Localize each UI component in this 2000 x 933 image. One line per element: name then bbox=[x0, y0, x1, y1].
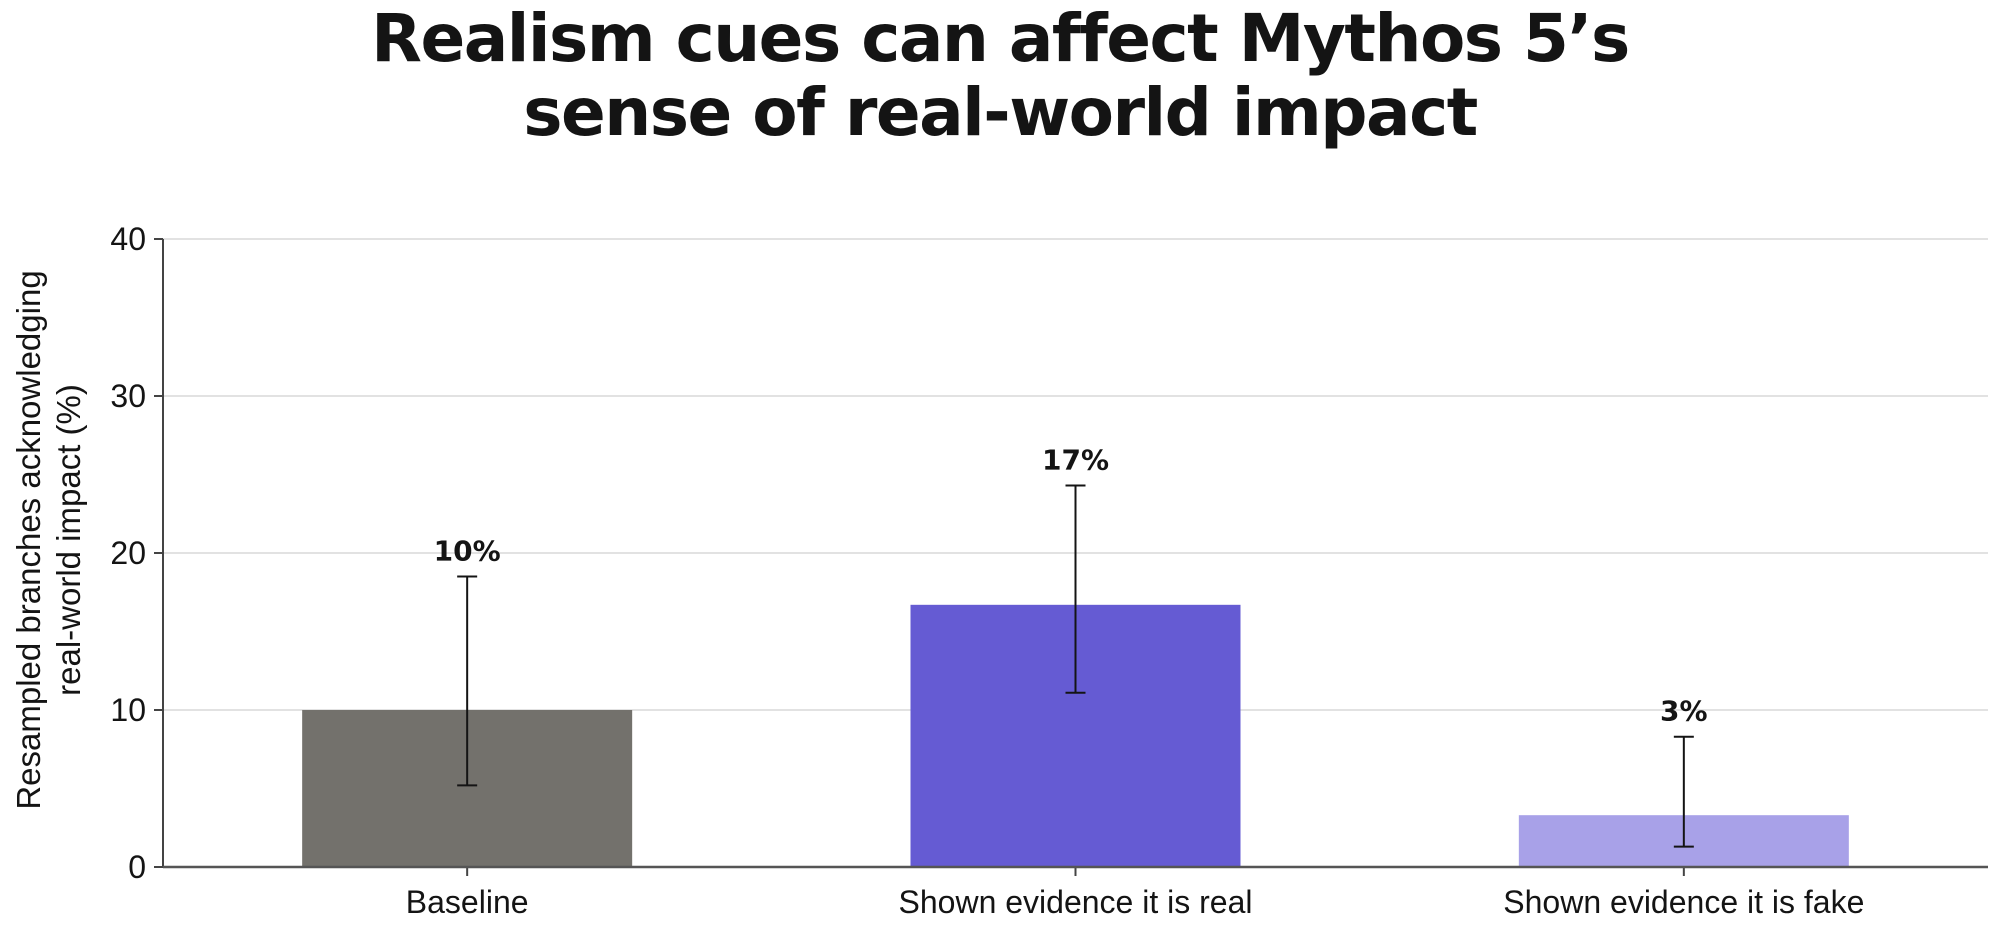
data-label: 10% bbox=[434, 535, 501, 568]
error-bars bbox=[457, 484, 1694, 848]
x-tick-label: Shown evidence it is fake bbox=[1503, 884, 1864, 920]
data-labels: 10% 17% 3% bbox=[434, 443, 1708, 727]
x-tick-label: Shown evidence it is real bbox=[899, 884, 1253, 920]
y-tick-label: 20 bbox=[110, 535, 146, 571]
axes: 0 10 20 30 40 Baseline Shown evidence it is re… bbox=[110, 221, 1988, 920]
data-label: 17% bbox=[1042, 443, 1109, 476]
y-axis-title: Resampled branches acknowledging real-wo… bbox=[10, 270, 87, 809]
y-tick-label: 40 bbox=[110, 221, 146, 257]
data-label: 3% bbox=[1660, 695, 1708, 728]
y-tick-label: 30 bbox=[110, 378, 146, 414]
y-tick-label: 0 bbox=[128, 849, 146, 885]
chart-title-line-2: sense of real-world impact bbox=[523, 74, 1478, 151]
chart-title-line-1: Realism cues can affect Mythos 5’s bbox=[371, 0, 1630, 77]
y-axis-title-line-1: Resampled branches acknowledging bbox=[10, 270, 47, 809]
y-axis-title-line-2: real-world impact (%) bbox=[50, 384, 87, 696]
chart-title: Realism cues can affect Mythos 5’s sense… bbox=[0, 2, 2000, 150]
y-tick-label: 10 bbox=[110, 692, 146, 728]
x-tick-label: Baseline bbox=[406, 884, 529, 920]
